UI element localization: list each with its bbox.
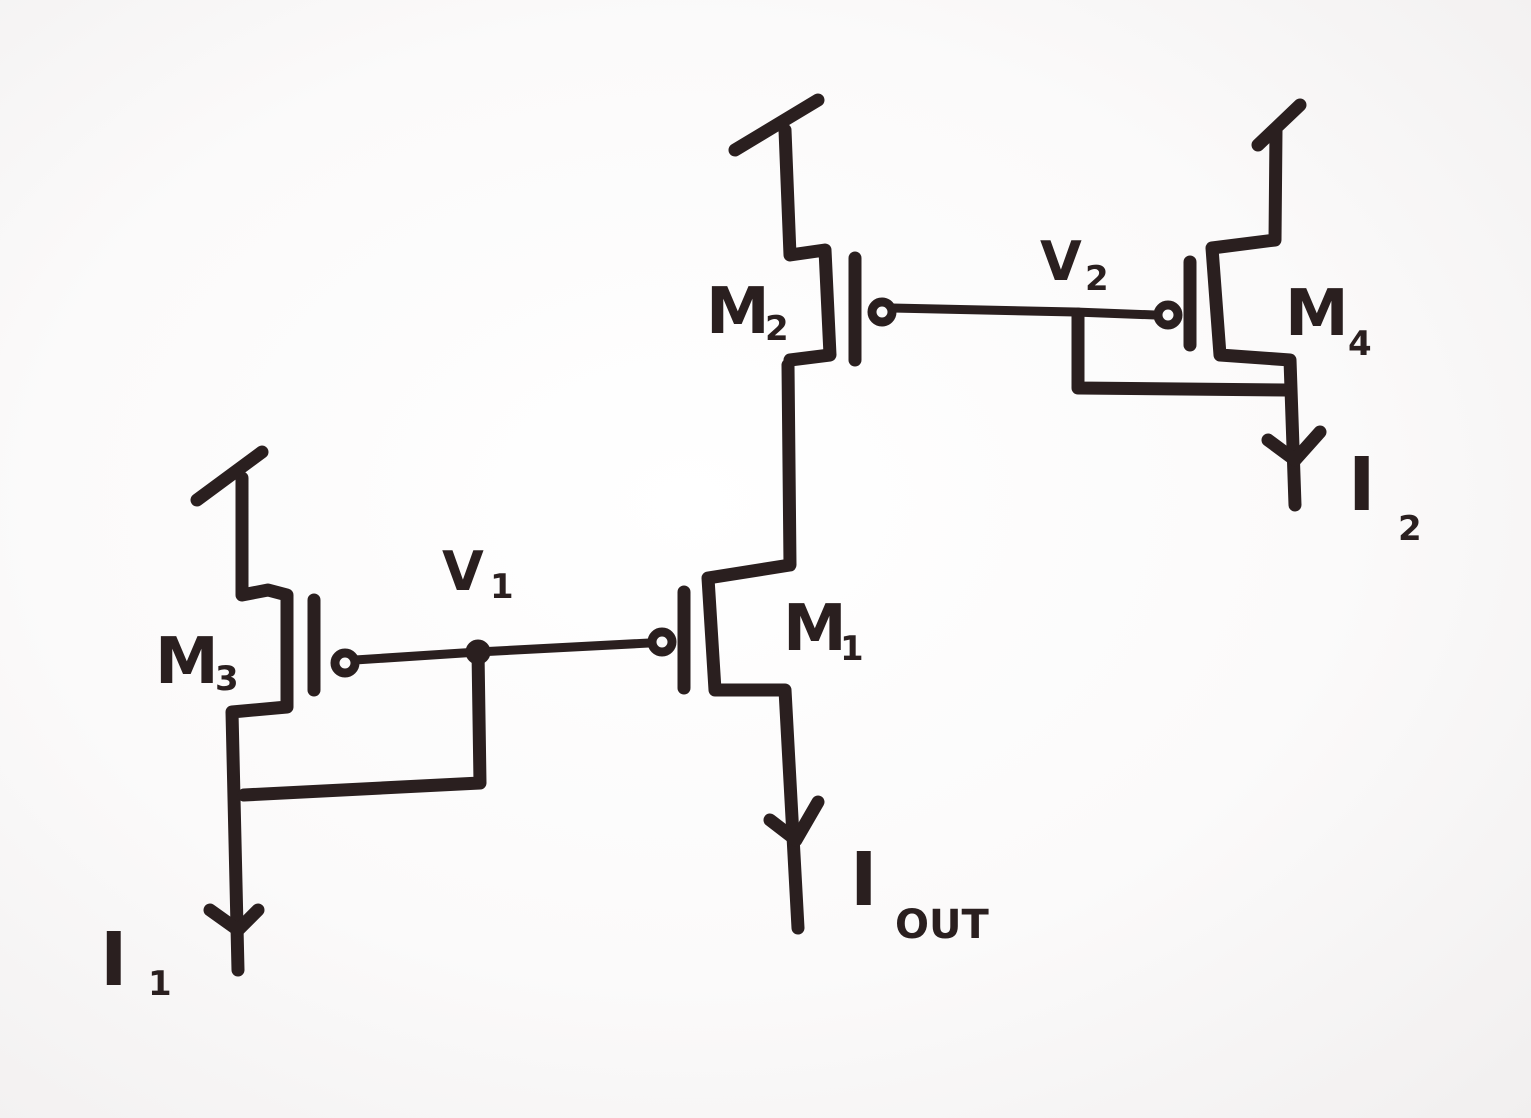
transistor-m1 [647, 358, 825, 935]
transistor-m2 [728, 93, 1160, 367]
vdd-rail-m4 [1205, 98, 1307, 512]
label-i1-sub: 1 [148, 964, 172, 1004]
label-m4-sub: 4 [1348, 324, 1372, 364]
label-v2-main: V [1040, 230, 1082, 293]
transistor-m3 [190, 445, 673, 977]
label-m1-main: M [783, 592, 847, 666]
m1-channel [701, 358, 805, 935]
m3-diode-connection [237, 645, 487, 802]
label-v2-sub: 2 [1085, 259, 1109, 299]
label-i2: I 2 [1348, 442, 1422, 549]
label-i2-main: I [1348, 442, 1376, 528]
label-m3: M 3 [155, 625, 239, 699]
label-iout-sub: OUT [895, 902, 989, 948]
m3-gate-wire [350, 637, 673, 665]
v1-node-dot [465, 639, 491, 665]
label-i1-main: I [100, 917, 128, 1003]
label-iout-main: I [850, 837, 878, 923]
label-v1-main: V [442, 540, 484, 603]
m1-gate-bubble [647, 627, 677, 657]
label-v1-sub: 1 [490, 567, 514, 607]
i1-arrow [203, 903, 265, 937]
label-v1: V 1 [442, 540, 514, 607]
m4-diode-connection [1071, 307, 1292, 397]
label-m4: M 4 [1285, 277, 1372, 364]
m2-gate-wire [887, 303, 1160, 320]
i2-arrow [1261, 425, 1327, 467]
m4-gate-bubble [1153, 300, 1183, 330]
iout-arrow [763, 795, 825, 847]
vdd-rail-m2 [728, 93, 837, 367]
label-m1: M 1 [783, 592, 864, 669]
vdd-rail-m3 [190, 445, 294, 977]
label-m2: M 2 [706, 275, 789, 349]
label-m2-main: M [706, 275, 770, 349]
label-m1-sub: 1 [840, 629, 864, 669]
label-m3-main: M [155, 625, 219, 699]
label-m3-sub: 3 [215, 659, 239, 699]
transistor-m4 [1071, 98, 1327, 512]
label-i1: I 1 [100, 917, 172, 1004]
label-iout: I OUT [850, 837, 989, 948]
label-i2-sub: 2 [1398, 509, 1422, 549]
label-v2: V 2 [1040, 230, 1109, 299]
label-m2-sub: 2 [765, 309, 789, 349]
label-m4-main: M [1285, 277, 1349, 351]
